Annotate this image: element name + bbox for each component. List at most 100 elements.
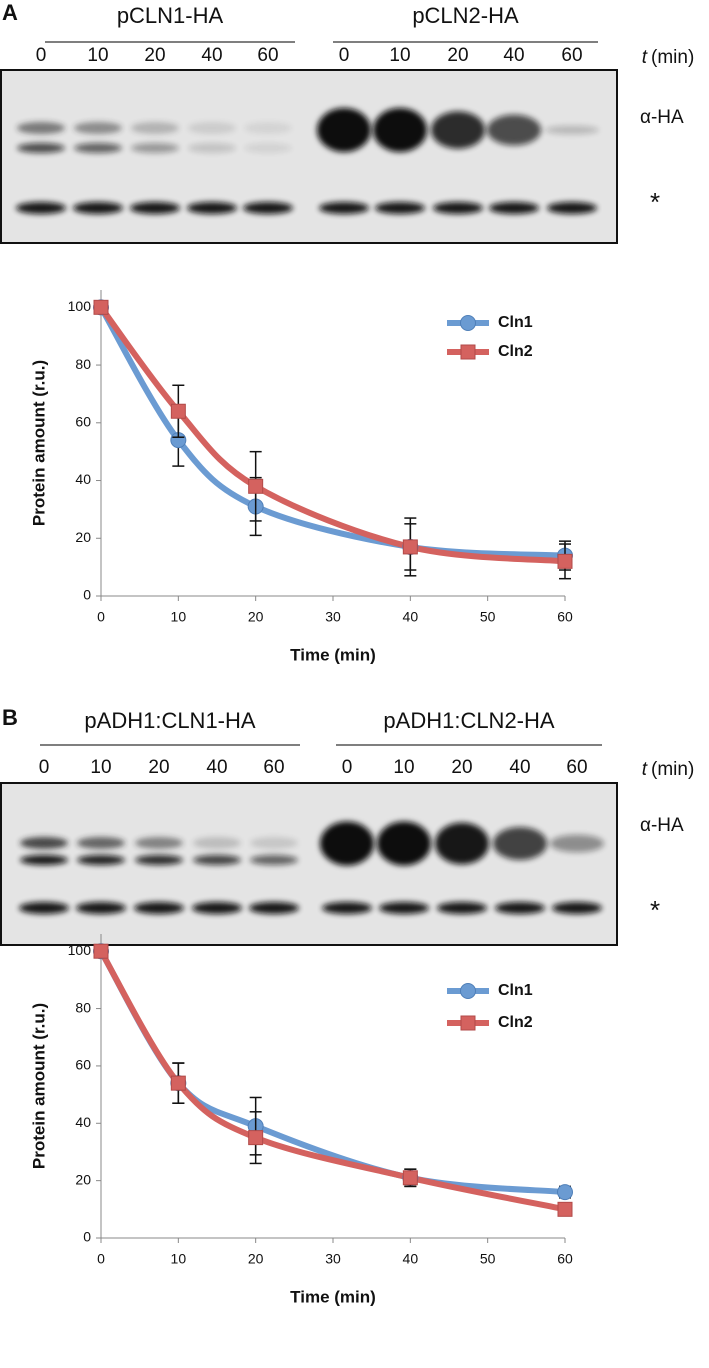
lane-label: 0 <box>39 757 50 778</box>
band <box>17 122 65 134</box>
lane-label: 60 <box>561 45 582 66</box>
x-tick-label: 60 <box>557 1251 573 1267</box>
band <box>493 827 547 860</box>
x-tick-label: 30 <box>325 1251 341 1267</box>
band <box>317 108 371 152</box>
x-tick-label: 50 <box>480 609 496 625</box>
legend-label: Cln2 <box>498 1014 533 1031</box>
y-tick-label: 40 <box>75 471 91 487</box>
band <box>135 855 183 865</box>
marker <box>557 1184 573 1201</box>
y-tick-label: 40 <box>75 1114 91 1130</box>
band <box>74 143 122 153</box>
band <box>373 108 427 152</box>
marker <box>93 943 109 959</box>
legend-label: Cln1 <box>498 982 533 999</box>
y-tick-label: 60 <box>75 413 91 429</box>
time-label: t (min) <box>642 47 695 68</box>
legend-label: Cln2 <box>498 343 533 360</box>
y-tick-label: 0 <box>83 1229 91 1245</box>
marker <box>402 539 418 555</box>
band <box>487 114 541 146</box>
time-symbol: t <box>642 759 648 780</box>
marker <box>248 1130 264 1146</box>
legend-marker <box>460 315 476 331</box>
group-label: pCLN1-HA <box>117 3 224 28</box>
marker <box>557 553 573 569</box>
marker <box>248 478 264 494</box>
band <box>73 202 123 214</box>
x-tick-label: 20 <box>248 609 264 625</box>
lane-label: 10 <box>393 757 414 778</box>
x-tick-label: 0 <box>97 1251 105 1267</box>
band-label: * <box>650 187 660 217</box>
band <box>552 902 602 914</box>
x-tick-label: 20 <box>248 1251 264 1267</box>
lane-label: 0 <box>342 757 353 778</box>
y-tick-label: 100 <box>68 942 92 958</box>
band <box>193 855 241 865</box>
band <box>19 902 69 914</box>
y-axis-title: Protein amount (r.u.) <box>29 1003 48 1169</box>
lane-label: 60 <box>257 45 278 66</box>
band <box>131 122 179 134</box>
lane-label: 40 <box>509 757 530 778</box>
y-tick-label: 60 <box>75 1057 91 1073</box>
lane-label: 20 <box>447 45 468 66</box>
band <box>433 202 483 214</box>
legend-label: Cln1 <box>498 314 533 331</box>
band <box>547 202 597 214</box>
marker <box>402 1170 418 1186</box>
band <box>188 122 236 134</box>
band <box>250 837 298 849</box>
band <box>130 202 180 214</box>
band <box>489 202 539 214</box>
x-tick-label: 40 <box>403 1251 419 1267</box>
band <box>431 111 485 149</box>
band-label: * <box>650 895 660 925</box>
group-label: pADH1:CLN1-HA <box>84 708 255 733</box>
marker <box>557 1201 573 1217</box>
band <box>76 902 126 914</box>
lane-label: 20 <box>451 757 472 778</box>
band <box>320 821 374 866</box>
band <box>244 143 292 153</box>
panel-label: A <box>2 0 18 25</box>
band <box>377 821 431 866</box>
band <box>545 125 599 135</box>
y-tick-label: 0 <box>83 587 91 603</box>
marker <box>170 403 186 419</box>
band <box>379 902 429 914</box>
band <box>193 837 241 849</box>
x-tick-label: 0 <box>97 609 105 625</box>
lane-label: 20 <box>148 757 169 778</box>
x-tick-label: 10 <box>171 1251 187 1267</box>
marker <box>93 299 109 315</box>
lane-label: 10 <box>389 45 410 66</box>
y-tick-label: 20 <box>75 1171 91 1187</box>
y-tick-label: 80 <box>75 356 91 372</box>
series-line <box>98 949 566 1213</box>
band <box>20 837 68 849</box>
band <box>435 822 489 865</box>
group-label: pADH1:CLN2-HA <box>383 708 554 733</box>
series-line <box>98 305 566 559</box>
lane-label: 20 <box>144 45 165 66</box>
x-tick-label: 40 <box>403 609 419 625</box>
legend-marker <box>460 983 476 999</box>
x-tick-label: 10 <box>171 609 187 625</box>
band <box>77 837 125 849</box>
band <box>134 902 184 914</box>
x-tick-label: 60 <box>557 609 573 625</box>
marker <box>170 1075 186 1091</box>
band <box>16 202 66 214</box>
band <box>188 143 236 153</box>
x-tick-label: 30 <box>325 609 341 625</box>
lane-label: 10 <box>90 757 111 778</box>
lane-label: 60 <box>263 757 284 778</box>
band <box>249 902 299 914</box>
y-axis-title: Protein amount (r.u.) <box>29 360 48 526</box>
x-tick-label: 50 <box>480 1251 496 1267</box>
lane-label: 0 <box>36 45 47 66</box>
band <box>375 202 425 214</box>
